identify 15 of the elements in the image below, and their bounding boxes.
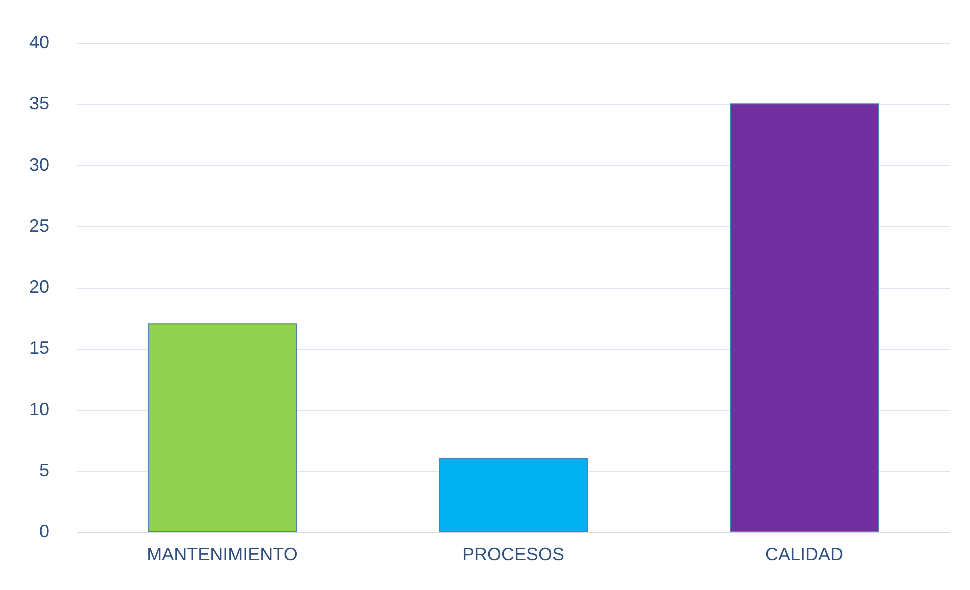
bar: [439, 458, 588, 532]
x-tick-label: PROCESOS: [462, 544, 565, 564]
y-tick-label: 20: [29, 277, 50, 297]
y-tick-label: 5: [39, 460, 50, 480]
y-tick-label: 25: [29, 216, 50, 236]
bar: [730, 104, 879, 532]
y-tick-label: 35: [29, 94, 50, 114]
y-tick-label: 0: [39, 522, 50, 542]
x-tick-label: CALIDAD: [765, 544, 844, 564]
x-tick-label: MANTENIMIENTO: [147, 544, 298, 564]
y-tick-label: 10: [29, 399, 50, 420]
y-tick-label: 15: [29, 338, 50, 358]
bar: [148, 324, 297, 532]
y-tick-label: 40: [29, 32, 50, 52]
y-tick-label: 30: [29, 154, 50, 175]
